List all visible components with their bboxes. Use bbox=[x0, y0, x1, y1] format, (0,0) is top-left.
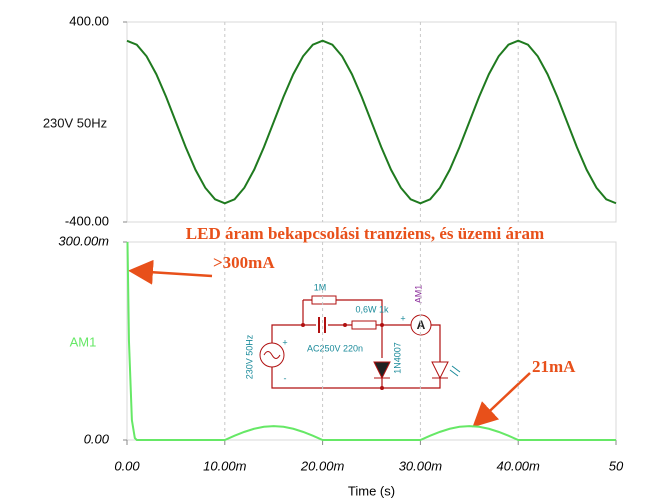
circuit-label: + bbox=[400, 313, 405, 323]
circuit-label: AC250V 220n bbox=[307, 343, 363, 353]
annotation: >300mA bbox=[213, 253, 275, 272]
circuit-label: 0,6W 1k bbox=[355, 304, 389, 314]
y-tick-label: 300.00m bbox=[58, 233, 109, 248]
data-line bbox=[126, 242, 616, 441]
circuit-label: A bbox=[417, 318, 426, 332]
x-tick-label: 0.00 bbox=[114, 458, 140, 473]
annotation: 21mA bbox=[532, 357, 576, 376]
circuit-label: + bbox=[282, 337, 287, 347]
y-axis-label: AM1 bbox=[70, 334, 97, 349]
circuit-label: 230V 50Hz bbox=[244, 334, 254, 379]
x-axis-label: Time (s) bbox=[348, 483, 395, 498]
x-tick-label: 10.00m bbox=[203, 458, 247, 473]
y-tick-label: 0.00 bbox=[84, 431, 110, 446]
x-tick-label: 20.00m bbox=[300, 458, 345, 473]
plot: 0.00 10.00m 20.00m 30.00m 40.00m 50 300.00m 0.0… bbox=[58, 224, 624, 499]
data-line bbox=[126, 39, 617, 205]
circuit-diagram: 1M 0,6W 1k AC250V 220n 230V 50Hz 1N4007 … bbox=[244, 282, 461, 390]
circuit-label: 1M bbox=[314, 282, 327, 292]
plot-frame bbox=[126, 21, 617, 223]
x-tick-label: 50 bbox=[609, 458, 624, 473]
y-axis-label: 230V 50Hz bbox=[43, 115, 107, 130]
circuit-label: - bbox=[284, 373, 287, 383]
circuit-label: 1N4007 bbox=[392, 342, 402, 374]
arrow bbox=[128, 259, 213, 285]
chart-title: LED áram bekapcsolási tranziens, és üzem… bbox=[186, 224, 544, 243]
plot: 400.00 -400.00 230V 50Hz bbox=[43, 13, 617, 228]
x-tick-label: 30.00m bbox=[399, 458, 443, 473]
circuit-label: AM1 bbox=[413, 285, 423, 304]
x-tick-label: 40.00m bbox=[497, 458, 541, 473]
y-tick-label: 400.00 bbox=[69, 13, 109, 28]
arrow bbox=[472, 372, 531, 428]
y-tick-label: -400.00 bbox=[65, 213, 109, 228]
plot-frame bbox=[126, 241, 617, 441]
